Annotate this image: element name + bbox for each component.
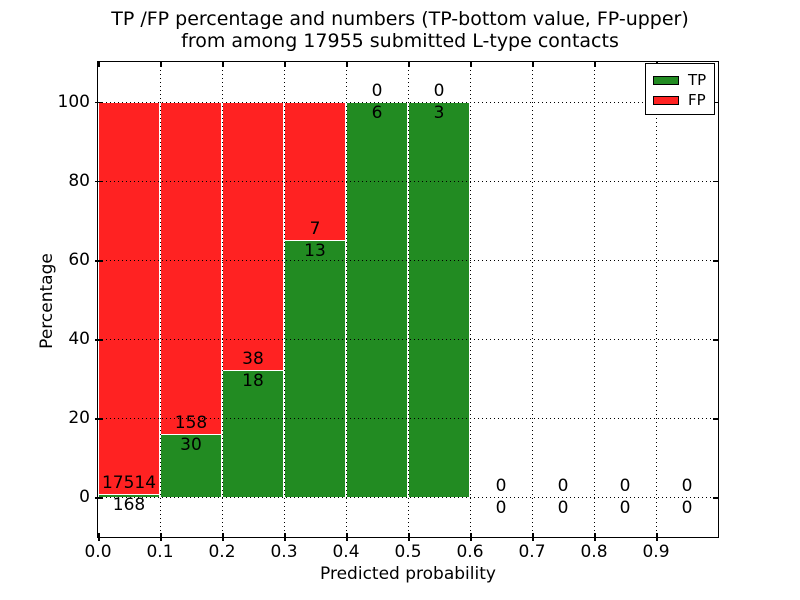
fp-count-label: 0 [371,80,383,101]
y-tick-mark [713,101,718,104]
x-axis-label: Predicted probability [320,564,496,584]
x-tick-label: 0.5 [394,542,422,562]
x-tick-mark [594,62,596,67]
bar-segment-fp [284,101,346,241]
y-tick-mark [95,180,103,183]
y-tick-label: 60 [68,249,90,270]
x-tick-mark [222,533,224,541]
chart-title-line2: from among 17955 submitted L-type contac… [181,30,619,52]
tp-count-label: 0 [557,498,569,519]
tp-count-label: 0 [495,498,507,519]
grid-line-vertical [656,62,657,537]
x-tick-label: 0.8 [580,542,608,562]
legend-swatch-tp [653,75,679,85]
fp-count-label: 38 [242,349,264,370]
y-tick-mark [95,339,103,341]
bar-segment-tp [284,240,346,498]
x-tick-mark [160,533,162,541]
x-tick-mark [346,533,348,541]
tp-count-label: 3 [433,102,445,123]
y-tick-label: 100 [57,91,90,112]
y-tick-mark [713,259,718,262]
tp-count-label: 0 [681,498,693,519]
tp-count-label: 13 [304,241,326,262]
x-tick-mark [98,533,100,541]
x-tick-mark [222,62,224,67]
fp-count-label: 0 [557,476,569,497]
bar-segment-tp [222,370,284,498]
y-tick-label: 80 [68,170,90,191]
grid-line-vertical [160,62,161,537]
grid-line-vertical [470,62,471,537]
bar-segment-tp [346,101,408,498]
y-tick-mark [713,339,718,341]
y-tick-label: 20 [68,408,90,429]
legend-label: FP [688,91,706,109]
x-tick-label: 0.2 [208,542,236,562]
grid-line-vertical [346,62,347,537]
x-tick-mark [470,533,472,541]
fp-count-label: 158 [174,413,208,434]
bar-segment-tp [408,101,470,498]
x-tick-mark [656,533,658,541]
fp-count-label: 0 [619,476,631,497]
tp-count-label: 30 [180,435,202,456]
y-tick-mark [713,180,718,183]
legend-entry-tp: TP [646,70,714,90]
legend-label: TP [688,71,707,89]
x-tick-mark [532,62,534,67]
tp-count-label: 6 [371,102,383,123]
tp-count-label: 0 [619,498,631,519]
y-tick-mark [713,418,718,420]
x-tick-label: 0.0 [84,542,112,562]
y-tick-mark [95,259,103,262]
grid-line-vertical [532,62,533,537]
x-tick-mark [408,62,410,67]
y-tick-mark [95,101,103,104]
bar-segment-tp [160,434,222,498]
fp-count-label: 0 [681,476,693,497]
x-tick-mark [532,533,534,541]
fp-count-label: 17514 [101,472,157,493]
x-tick-label: 0.9 [642,542,670,562]
x-tick-mark [284,62,286,67]
x-tick-mark [98,62,100,67]
x-tick-mark [594,533,596,541]
bar-segment-fp [98,101,160,494]
x-tick-label: 0.6 [456,542,484,562]
tp-count-label: 18 [242,371,264,392]
legend-swatch-fp [653,95,679,105]
x-tick-mark [284,533,286,541]
x-tick-label: 0.1 [146,542,174,562]
legend-entry-fp: FP [646,90,714,110]
fp-count-label: 7 [309,219,321,240]
grid-line-vertical [408,62,409,537]
y-tick-label: 0 [79,487,90,508]
x-tick-label: 0.3 [270,542,298,562]
legend: TP FP [645,63,715,115]
x-tick-mark [408,533,410,541]
tp-count-label: 168 [112,494,146,515]
grid-line-vertical [284,62,285,537]
grid-line-vertical [222,62,223,537]
y-tick-mark [95,497,103,499]
chart-title-line1: TP /FP percentage and numbers (TP-bottom… [111,8,689,30]
x-tick-mark [160,62,162,67]
fp-count-label: 0 [433,80,445,101]
fp-count-label: 0 [495,476,507,497]
x-tick-label: 0.7 [518,542,546,562]
x-tick-label: 0.4 [332,542,360,562]
x-tick-mark [470,62,472,67]
y-tick-mark [713,497,718,499]
chart-title: TP /FP percentage and numbers (TP-bottom… [0,8,800,52]
y-tick-mark [95,418,103,420]
y-tick-label: 40 [68,329,90,350]
x-tick-mark [346,62,348,67]
bar-segment-tp [98,493,160,498]
grid-line-vertical [594,62,595,537]
